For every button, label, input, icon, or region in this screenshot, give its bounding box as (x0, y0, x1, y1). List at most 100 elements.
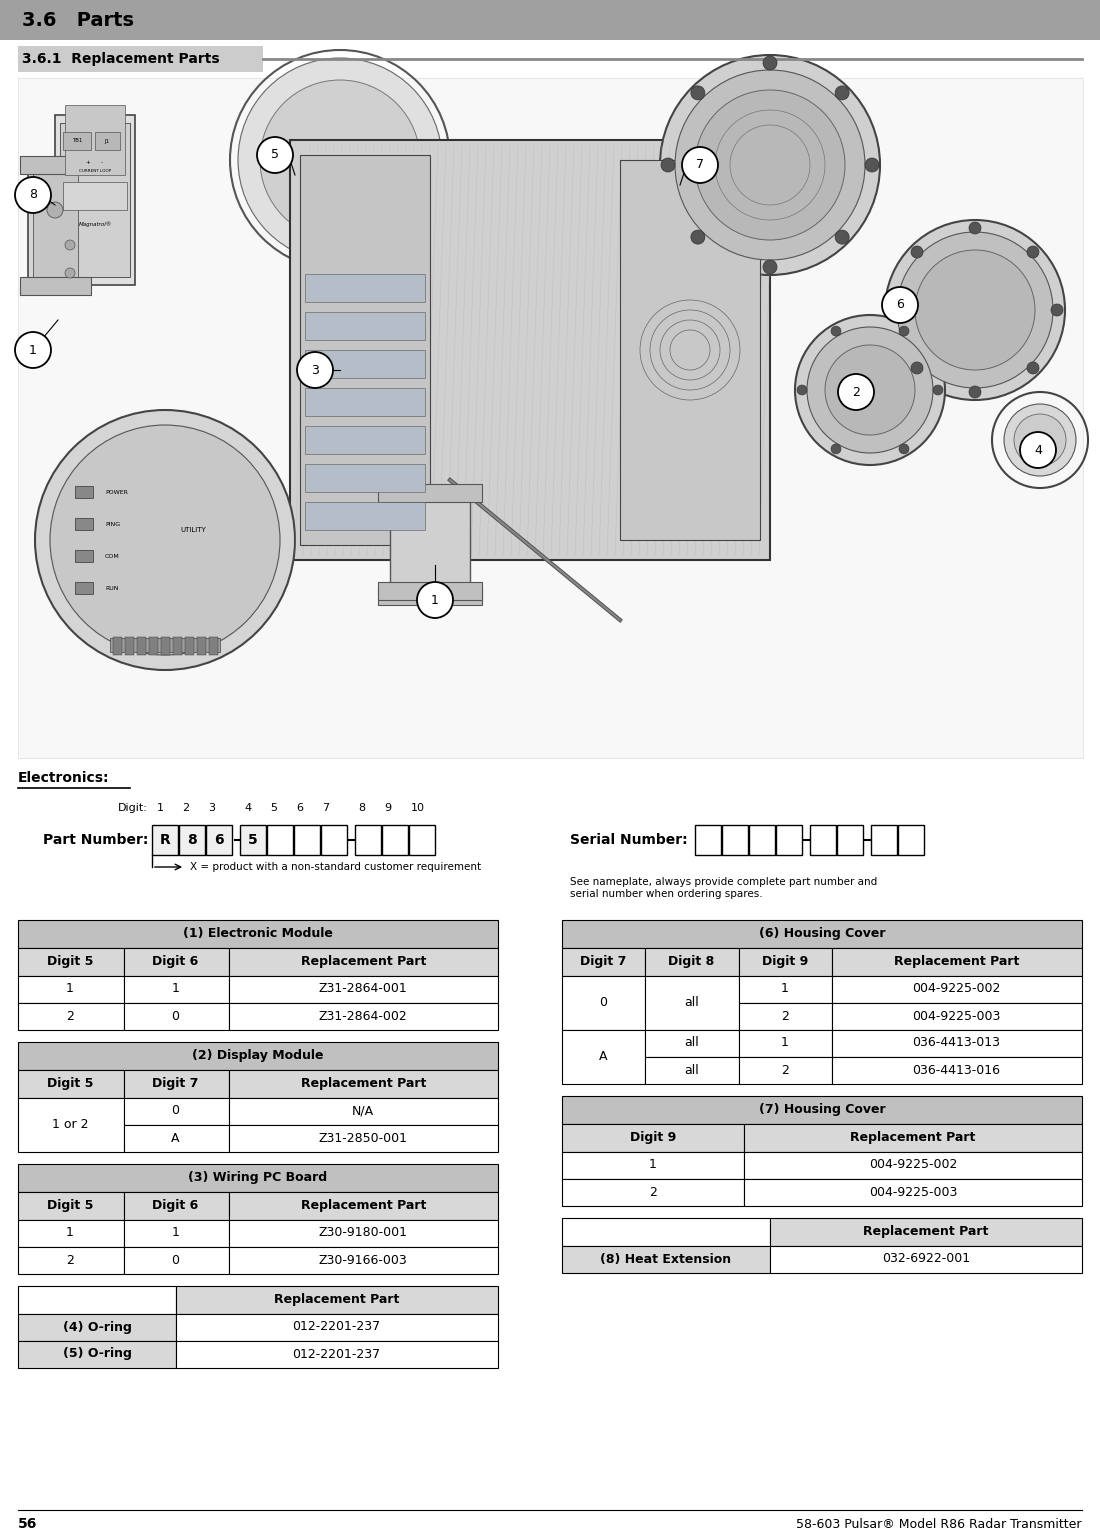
Circle shape (865, 158, 879, 172)
Text: (1) Electronic Module: (1) Electronic Module (183, 927, 333, 941)
Text: 2: 2 (649, 1185, 657, 1199)
Bar (646, 947, 739, 977)
Bar (378, 587, 482, 606)
Bar (620, 159, 760, 540)
Bar (123, 1125, 229, 1151)
Bar (776, 825, 802, 855)
Bar (123, 1098, 229, 1125)
Circle shape (911, 245, 923, 258)
Circle shape (675, 71, 865, 261)
Text: all: all (684, 996, 699, 1010)
Text: PING: PING (104, 521, 120, 526)
Bar (646, 1030, 739, 1056)
Bar (20, 156, 91, 175)
Bar (695, 825, 721, 855)
Bar (75, 583, 94, 593)
Circle shape (830, 445, 842, 454)
Text: 2: 2 (183, 803, 189, 812)
Circle shape (50, 425, 280, 655)
Bar (18, 78, 1083, 757)
Text: Replacement Part: Replacement Part (300, 1078, 426, 1090)
Text: 8: 8 (187, 832, 197, 848)
Bar (18, 1164, 498, 1193)
Bar (739, 1003, 833, 1030)
Bar (833, 947, 1082, 977)
Text: Part Number:: Part Number: (43, 832, 148, 848)
Text: 0: 0 (172, 1254, 179, 1266)
Text: Z31-2864-001: Z31-2864-001 (319, 983, 408, 995)
Circle shape (899, 327, 909, 336)
Bar (18, 46, 263, 72)
Bar (60, 123, 130, 277)
Text: 1: 1 (781, 983, 789, 995)
Bar (185, 638, 194, 655)
Bar (63, 182, 126, 210)
Text: A: A (172, 1131, 180, 1145)
Circle shape (1027, 245, 1040, 258)
Circle shape (691, 86, 705, 100)
Bar (562, 1096, 1082, 1124)
Bar (562, 1179, 744, 1206)
Text: Replacement Part: Replacement Part (850, 1131, 976, 1145)
Text: Electronics:: Electronics: (18, 771, 110, 785)
Text: RUN: RUN (104, 586, 119, 590)
Text: Magnatrol®: Magnatrol® (78, 221, 111, 227)
Text: (6) Housing Cover: (6) Housing Cover (759, 927, 886, 941)
Bar (294, 825, 320, 855)
Text: 2: 2 (852, 385, 860, 399)
Text: 1: 1 (649, 1159, 657, 1171)
Text: 4: 4 (1034, 443, 1042, 457)
Bar (562, 977, 646, 1030)
Bar (305, 388, 425, 415)
Text: 58-603 Pulsar® Model R86 Radar Transmitter: 58-603 Pulsar® Model R86 Radar Transmitt… (796, 1518, 1082, 1530)
Circle shape (417, 583, 453, 618)
Text: Digit 5: Digit 5 (47, 1199, 94, 1213)
Bar (123, 1003, 229, 1030)
Circle shape (807, 327, 933, 452)
Circle shape (887, 304, 899, 316)
Bar (18, 1193, 123, 1220)
Text: 0: 0 (600, 996, 607, 1010)
Bar (179, 825, 205, 855)
Text: 1: 1 (781, 1036, 789, 1050)
Circle shape (969, 386, 981, 399)
Text: COM: COM (104, 553, 120, 558)
Text: Replacement Part: Replacement Part (300, 955, 426, 969)
Text: all: all (684, 1064, 699, 1076)
Bar (20, 277, 91, 294)
Bar (152, 825, 178, 855)
Bar (229, 1003, 498, 1030)
Circle shape (695, 90, 845, 241)
Text: Digit 5: Digit 5 (47, 955, 94, 969)
Bar (267, 825, 293, 855)
Bar (409, 825, 434, 855)
Bar (0, 0, 1100, 40)
Bar (18, 977, 123, 1003)
Circle shape (660, 55, 880, 274)
Bar (646, 1056, 739, 1084)
Bar (390, 491, 470, 599)
Text: Replacement Part: Replacement Part (893, 955, 1019, 969)
Bar (229, 977, 498, 1003)
Circle shape (933, 385, 943, 396)
Bar (18, 1003, 123, 1030)
Circle shape (763, 57, 777, 71)
Text: A: A (598, 1050, 607, 1064)
Bar (113, 638, 122, 655)
Bar (321, 825, 346, 855)
Text: UTILITY: UTILITY (180, 527, 206, 533)
Bar (229, 1220, 498, 1246)
Text: R: R (160, 832, 170, 848)
Text: 3.6   Parts: 3.6 Parts (22, 11, 134, 29)
Bar (209, 638, 218, 655)
Bar (28, 159, 82, 290)
Bar (833, 977, 1082, 1003)
Text: 012-2201-237: 012-2201-237 (293, 1348, 381, 1360)
Bar (770, 1246, 1082, 1272)
Bar (18, 1070, 123, 1098)
Circle shape (830, 327, 842, 336)
Text: 2: 2 (66, 1010, 74, 1023)
Text: 032-6922-001: 032-6922-001 (882, 1252, 970, 1266)
Bar (810, 825, 836, 855)
Text: 1: 1 (29, 343, 37, 357)
